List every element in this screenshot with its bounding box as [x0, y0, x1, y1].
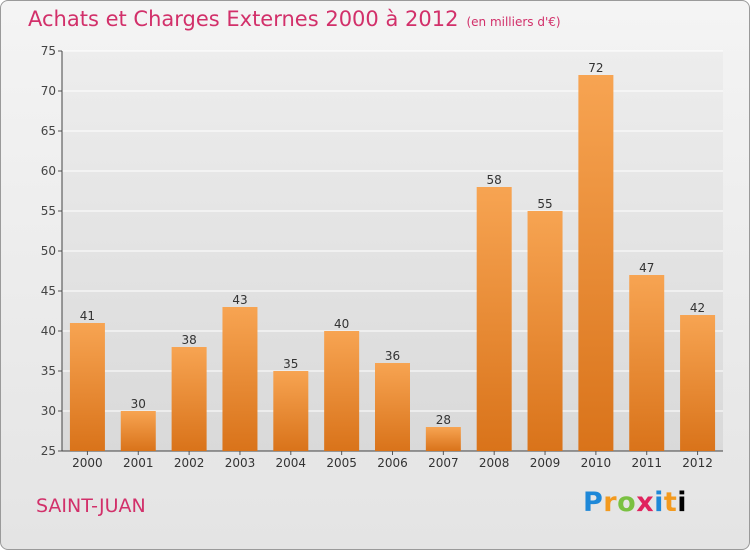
bar-2010 — [578, 75, 614, 451]
data-label: 36 — [385, 349, 400, 363]
x-tick-label: 2005 — [326, 456, 357, 470]
x-tick-label: 2008 — [479, 456, 510, 470]
bar-2006 — [375, 363, 410, 451]
bar-2011 — [629, 275, 665, 451]
x-tick-label: 2012 — [682, 456, 713, 470]
y-tick-label: 30 — [41, 404, 56, 418]
x-tick-label: 2004 — [276, 456, 307, 470]
x-tick-label: 2007 — [428, 456, 459, 470]
data-label: 72 — [588, 61, 603, 75]
bar-2001 — [120, 411, 156, 451]
data-label: 35 — [283, 357, 298, 371]
data-label: 47 — [639, 261, 654, 275]
y-tick-label: 60 — [41, 164, 56, 178]
y-tick-label: 50 — [41, 244, 56, 258]
x-tick-label: 2009 — [530, 456, 561, 470]
data-label: 43 — [232, 293, 247, 307]
y-tick-label: 65 — [41, 124, 56, 138]
data-label: 40 — [334, 317, 349, 331]
x-tick-label: 2011 — [631, 456, 662, 470]
x-tick-label: 2002 — [174, 456, 205, 470]
x-tick-label: 2001 — [123, 456, 154, 470]
chart-subtitle: (en milliers d'€) — [466, 15, 561, 29]
chart-title: Achats et Charges Externes 2000 à 2012 (e… — [28, 7, 561, 31]
y-tick-label: 55 — [41, 204, 56, 218]
bar-2009 — [527, 211, 563, 451]
bar-2008 — [476, 187, 512, 451]
y-tick-label: 40 — [41, 324, 56, 338]
bar-2012 — [680, 315, 716, 451]
chart-title-text: Achats et Charges Externes 2000 à 2012 — [28, 7, 459, 31]
bar-2000 — [69, 323, 105, 451]
bar-2002 — [171, 347, 207, 451]
data-label: 42 — [690, 301, 705, 315]
data-label: 38 — [181, 333, 196, 347]
bar-2004 — [273, 371, 309, 451]
data-label: 58 — [487, 173, 502, 187]
data-label: 41 — [80, 309, 95, 323]
y-tick-label: 70 — [41, 84, 56, 98]
y-tick-label: 25 — [41, 444, 56, 458]
x-tick-label: 2006 — [377, 456, 408, 470]
bar-2003 — [222, 307, 258, 451]
y-tick-label: 35 — [41, 364, 56, 378]
x-tick-label: 2010 — [581, 456, 612, 470]
bar-2007 — [425, 427, 461, 451]
data-label: 30 — [131, 397, 146, 411]
x-tick-label: 2000 — [72, 456, 103, 470]
town-name: SAINT-JUAN — [36, 495, 146, 517]
y-tick-label: 45 — [41, 284, 56, 298]
data-label: 55 — [537, 197, 552, 211]
proxiti-logo: Proxiti — [583, 487, 688, 518]
bar-2005 — [324, 331, 360, 451]
y-tick-label: 75 — [41, 44, 56, 58]
data-label: 28 — [436, 413, 451, 427]
x-tick-label: 2003 — [225, 456, 256, 470]
